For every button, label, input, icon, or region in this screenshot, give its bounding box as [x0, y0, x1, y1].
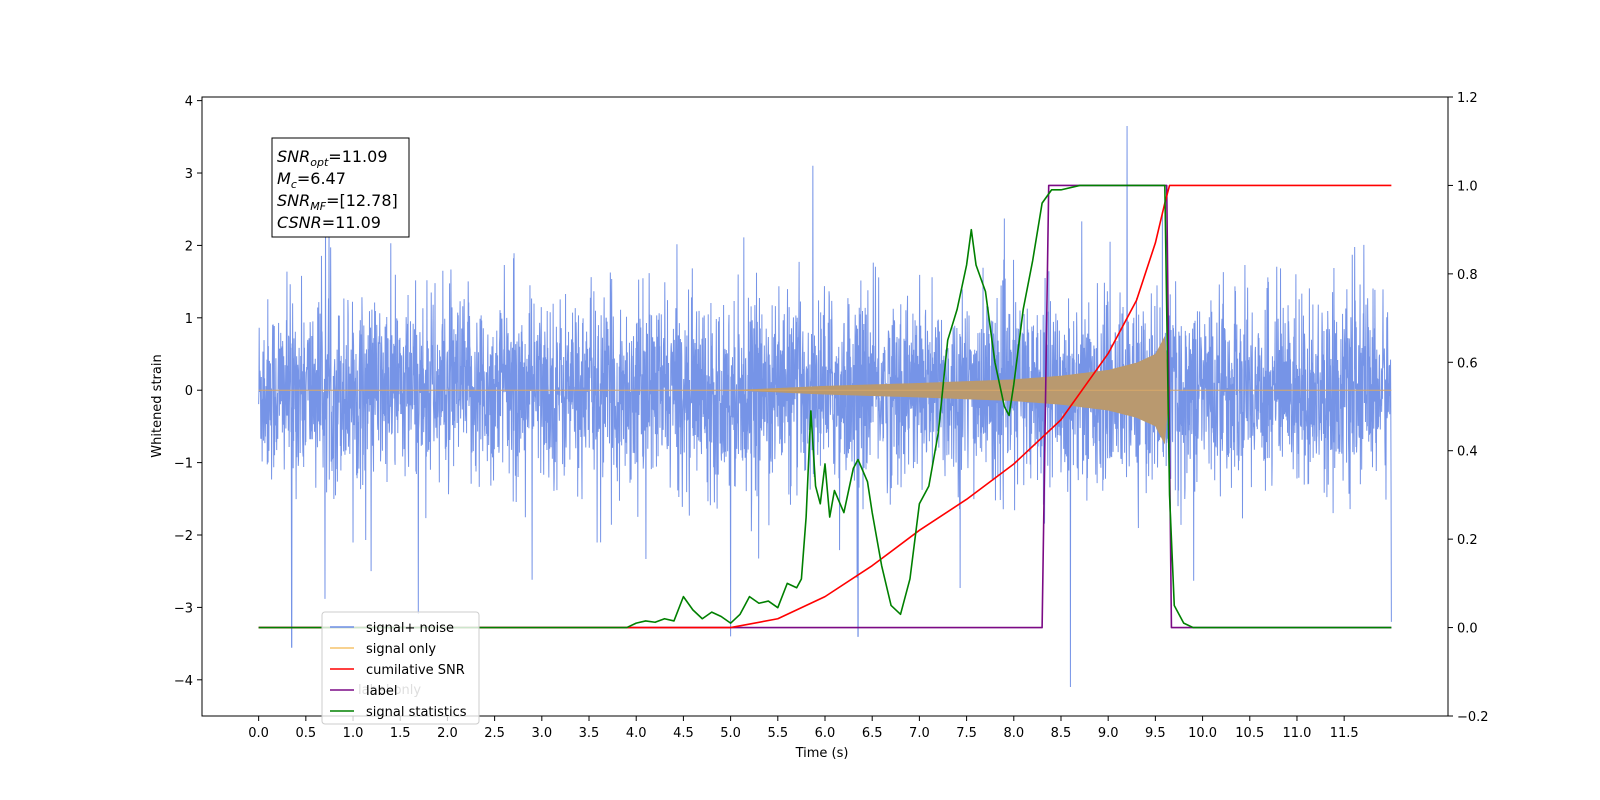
legend-ghost-label: label only: [358, 683, 421, 698]
y-right-tick-label: 0.2: [1457, 533, 1478, 548]
x-tick-label: 11.0: [1282, 726, 1311, 741]
series-layer: [258, 125, 1392, 688]
info-line: Mc=6.47: [277, 169, 346, 191]
x-tick-label: 4.5: [673, 726, 694, 741]
series-signal-noise: [258, 125, 1392, 688]
legend-item-label: cumilative SNR: [366, 663, 465, 678]
series-signal-statistics: [258, 184, 1392, 629]
y-right-tick-label: 1.2: [1457, 91, 1478, 106]
x-tick-label: 6.5: [862, 726, 883, 741]
x-axis: 0.0 0.5 1.0 1.5 2.0 2.5 3.0 3.5 4.0 4.5 5.0 5.5 6.0 6…: [248, 716, 1359, 741]
x-tick-label: 5.0: [720, 726, 741, 741]
info-line: SNRMF=[12.78]: [277, 191, 398, 213]
x-tick-label: 2.0: [437, 726, 458, 741]
series-cumulative-snr: [258, 184, 1392, 629]
y-right-tick-label: 0.6: [1457, 356, 1478, 371]
x-tick-label: 8.0: [1003, 726, 1024, 741]
y-tick-label: −3: [174, 601, 193, 616]
y-right-tick-label: 0.8: [1457, 268, 1478, 283]
x-tick-label: 10.5: [1235, 726, 1264, 741]
y-tick-label: −4: [174, 674, 193, 689]
y-tick-label: 0: [185, 384, 193, 399]
x-tick-label: 3.5: [579, 726, 600, 741]
y-tick-label: −1: [174, 457, 193, 472]
y-right-tick-label: 0.4: [1457, 445, 1478, 460]
x-tick-label: 1.0: [343, 726, 364, 741]
legend-item-label: signal statistics: [366, 705, 467, 720]
info-line: CSNR=11.09: [277, 213, 381, 232]
legend-item-label: signal only: [366, 642, 436, 657]
x-tick-label: 9.0: [1098, 726, 1119, 741]
x-tick-label: 8.5: [1051, 726, 1072, 741]
x-tick-label: 1.5: [390, 726, 411, 741]
info-box: SNRopt=11.09Mc=6.47SNRMF=[12.78]CSNR=11.…: [271, 137, 410, 238]
y-tick-label: 4: [185, 95, 193, 110]
x-tick-label: 9.5: [1145, 726, 1166, 741]
legend-item-label: signal+ noise: [366, 621, 454, 636]
info-box-frame: [271, 137, 410, 238]
y-tick-label: 2: [185, 239, 193, 254]
info-line: SNRopt=11.09: [277, 147, 388, 169]
x-tick-label: 3.0: [531, 726, 552, 741]
x-tick-label: 4.0: [626, 726, 647, 741]
y-tick-label: 3: [185, 167, 193, 182]
x-tick-label: 0.5: [295, 726, 316, 741]
x-tick-label: 5.5: [767, 726, 788, 741]
y-right-tick-label: 0.0: [1457, 622, 1478, 637]
legend[interactable]: label only signal+ noise signal only cumila…: [321, 611, 480, 725]
x-tick-label: 2.5: [484, 726, 505, 741]
y-axis-left: −4 −3 −2 −1 0 1 2 3 4: [174, 95, 202, 689]
y-right-tick-label: 1.0: [1457, 179, 1478, 194]
y-tick-label: −2: [174, 529, 193, 544]
legend-frame: [321, 611, 480, 725]
x-axis-label: Time (s): [795, 746, 849, 761]
x-tick-label: 0.0: [248, 726, 269, 741]
x-tick-label: 7.0: [909, 726, 930, 741]
y-tick-label: 1: [185, 312, 193, 327]
y-right-tick-label: −0.2: [1457, 710, 1489, 725]
x-tick-label: 7.5: [956, 726, 977, 741]
x-tick-label: 11.5: [1330, 726, 1359, 741]
y-axis-right: −0.2 0.0 0.2 0.4 0.6 0.8 1.0 1.2: [1448, 91, 1489, 725]
x-tick-label: 10.0: [1188, 726, 1217, 741]
legend-item-label: label: [366, 684, 397, 699]
x-tick-label: 6.0: [815, 726, 836, 741]
y-axis-label: Whitened strain: [150, 354, 165, 457]
